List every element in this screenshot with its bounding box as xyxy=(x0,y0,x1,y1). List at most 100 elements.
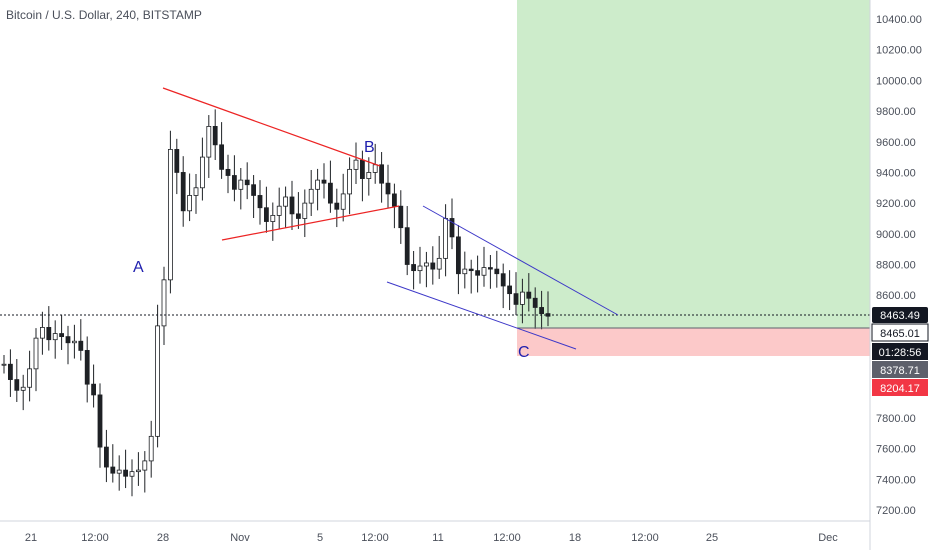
time-tick-label: Dec xyxy=(818,532,838,544)
chart-title: Bitcoin / U.S. Dollar, 240, BITSTAMP xyxy=(6,8,202,22)
price-tick-label: 10200.00 xyxy=(876,45,922,57)
candle-body xyxy=(539,307,544,314)
candle-body xyxy=(104,446,109,468)
time-tick-label: 5 xyxy=(317,532,323,544)
time-tick-label: 12:00 xyxy=(81,532,109,544)
candle-body xyxy=(436,257,442,270)
candle-body xyxy=(231,175,237,190)
candle-body xyxy=(167,149,173,281)
countdown-badge: 01:28:56 xyxy=(872,343,928,360)
candle-body xyxy=(487,267,493,270)
candle-body xyxy=(532,297,538,308)
candle-body xyxy=(379,164,385,184)
candle-body xyxy=(270,214,276,222)
candle-body xyxy=(411,264,417,272)
candle-body xyxy=(219,144,225,170)
candle-body xyxy=(46,327,52,341)
entry-text: 8378.71 xyxy=(880,365,920,377)
time-tick-label: 28 xyxy=(157,532,169,544)
stop-badge: 8204.17 xyxy=(872,379,928,396)
price-tick-label: 9200.00 xyxy=(876,198,916,210)
candle-body xyxy=(110,466,116,474)
candle-body xyxy=(308,188,314,204)
candle-body xyxy=(385,182,391,195)
candle-body xyxy=(276,205,282,216)
candle-body xyxy=(315,179,321,190)
time-axis[interactable]: 21 12:00 28 Nov 5 12:00 11 12:00 18 12:00 25 Dec xyxy=(25,532,838,544)
price-tick-label: 9800.00 xyxy=(876,106,916,118)
triangle-lower-trendline[interactable] xyxy=(221,205,400,241)
candle-body xyxy=(251,184,257,196)
candle-body xyxy=(494,268,500,275)
candle-body xyxy=(443,218,449,259)
candle-body xyxy=(481,267,487,276)
candle-body xyxy=(7,363,13,380)
stop-loss-zone[interactable] xyxy=(517,328,870,356)
candle-body xyxy=(507,285,513,295)
candle-body xyxy=(359,159,365,179)
price-tick-label: 9600.00 xyxy=(876,137,916,149)
profit-target-zone[interactable] xyxy=(517,0,870,328)
candle-body xyxy=(321,179,327,184)
price-tick-label: 8800.00 xyxy=(876,260,916,272)
candle-body xyxy=(33,337,39,370)
candle-body xyxy=(513,293,519,305)
candle-body xyxy=(206,126,212,158)
time-tick-label: 11 xyxy=(432,532,443,544)
candle-body xyxy=(475,270,481,276)
candle-body xyxy=(289,196,295,215)
candle-body xyxy=(97,394,103,448)
price-axis[interactable]: 10400.00 10200.00 10000.00 9800.00 9600.00 94… xyxy=(876,14,922,517)
entry-badge: 8378.71 xyxy=(872,361,928,378)
price-tick-label: 8600.00 xyxy=(876,290,916,302)
countdown-text: 01:28:56 xyxy=(879,347,922,359)
candle-body xyxy=(84,350,90,385)
candle-body xyxy=(353,159,359,170)
position-price-badge: 8465.01 xyxy=(871,323,929,342)
candle-body xyxy=(340,193,346,210)
candle-body xyxy=(257,195,263,209)
time-tick-label: Nov xyxy=(230,532,250,544)
last-price-text: 8463.49 xyxy=(880,310,920,322)
candle-body xyxy=(500,273,506,287)
wedge-upper-trendline[interactable] xyxy=(422,205,619,316)
candle-body xyxy=(244,179,250,186)
position-price-text: 8465.01 xyxy=(880,328,920,340)
label-b: B xyxy=(364,139,375,156)
price-tick-label: 10000.00 xyxy=(876,75,922,87)
candle-body xyxy=(91,383,96,396)
candle-body xyxy=(27,368,33,388)
candle-body xyxy=(161,279,167,327)
candle-body xyxy=(142,460,148,471)
candle-body xyxy=(391,193,397,207)
candle-body xyxy=(366,172,372,179)
time-tick-label: 12:00 xyxy=(631,532,659,544)
wedge-lower-trendline[interactable] xyxy=(386,281,577,350)
candle-body xyxy=(398,205,404,229)
candle-body xyxy=(187,195,193,212)
price-tick-label: 9400.00 xyxy=(876,167,916,179)
price-tick-label: 10400.00 xyxy=(876,14,922,26)
candle-body xyxy=(199,156,205,189)
candle-body xyxy=(135,469,141,473)
candle-body xyxy=(295,213,301,219)
candle-body xyxy=(327,182,333,204)
time-tick-label: 18 xyxy=(569,532,581,544)
candle-body xyxy=(59,333,64,338)
candle-body xyxy=(302,202,308,219)
candle-body xyxy=(20,386,26,391)
candle-body xyxy=(225,168,231,176)
candle-body xyxy=(155,325,161,437)
candle-body xyxy=(430,262,436,270)
candle-body xyxy=(123,469,128,477)
triangle-upper-trendline[interactable] xyxy=(162,87,381,167)
candle-body xyxy=(129,471,135,477)
candle-body xyxy=(148,435,154,462)
candle-body xyxy=(526,291,532,299)
candle-body xyxy=(174,149,180,173)
candle-body xyxy=(263,207,269,222)
label-a: A xyxy=(133,259,144,276)
candle-body xyxy=(52,333,58,341)
